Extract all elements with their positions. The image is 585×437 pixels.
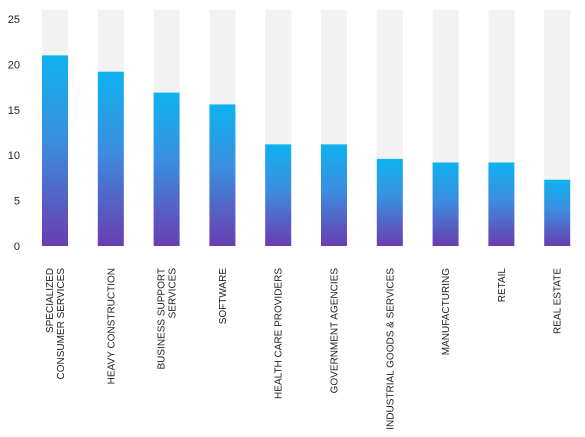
y-tick-label: 10 <box>8 150 20 162</box>
x-tick-label-line: MANUFACTURING <box>441 268 452 355</box>
bar <box>432 162 459 246</box>
bar <box>321 144 347 246</box>
bar <box>488 162 515 246</box>
x-tick-label-line: INDUSTRIAL GOODS & SERVICES <box>385 268 396 430</box>
x-tick-label-line: CONSUMER SERVICES <box>56 268 67 380</box>
bar <box>376 158 403 246</box>
x-tick-label-line: HEALTH CARE PROVIDERS <box>274 268 285 399</box>
x-tick-label: HEALTH CARE PROVIDERS <box>274 268 285 399</box>
x-tick-label: RETAIL <box>497 268 508 303</box>
y-tick-label: 25 <box>8 14 20 26</box>
bar <box>97 71 124 246</box>
x-tick-label: HEAVY CONSTRUCTION <box>106 268 117 384</box>
x-tick-label-line: SOFTWARE <box>218 268 229 325</box>
y-tick-label: 0 <box>14 241 20 253</box>
x-tick-label: INDUSTRIAL GOODS & SERVICES <box>385 268 396 430</box>
x-tick-label-line: HEAVY CONSTRUCTION <box>106 268 117 384</box>
y-axis: 0 5 10 15 20 25 <box>8 14 20 253</box>
bar <box>209 104 236 247</box>
y-tick-label: 15 <box>8 105 20 117</box>
x-tick-label: SOFTWARE <box>218 268 229 325</box>
x-tick-label: GOVERNMENT AGENCIES <box>330 268 341 394</box>
x-tick-label-line: SERVICES <box>168 268 179 319</box>
x-tick-label: SPECIALIZED CONSUMER SERVICES <box>45 268 67 380</box>
x-tick-label: BUSINESS SUPPORT SERVICES <box>157 268 179 370</box>
y-tick-label: 20 <box>8 59 20 71</box>
x-axis: SPECIALIZED CONSUMER SERVICES HEAVY CONSTR… <box>45 268 564 430</box>
x-tick-label-line: GOVERNMENT AGENCIES <box>330 268 341 394</box>
x-tick-label-line: REAL ESTATE <box>553 268 564 334</box>
x-tick-label-line: RETAIL <box>497 268 508 303</box>
bars <box>42 55 571 247</box>
bar <box>544 179 571 246</box>
x-tick-label-line: SPECIALIZED <box>45 268 56 333</box>
x-tick-label: REAL ESTATE <box>553 268 564 334</box>
x-tick-label-line: BUSINESS SUPPORT <box>157 268 168 370</box>
y-tick-label: 5 <box>14 196 20 208</box>
bar <box>42 55 68 247</box>
bar <box>153 92 180 246</box>
bar <box>265 144 292 246</box>
x-tick-label: MANUFACTURING <box>441 268 452 355</box>
